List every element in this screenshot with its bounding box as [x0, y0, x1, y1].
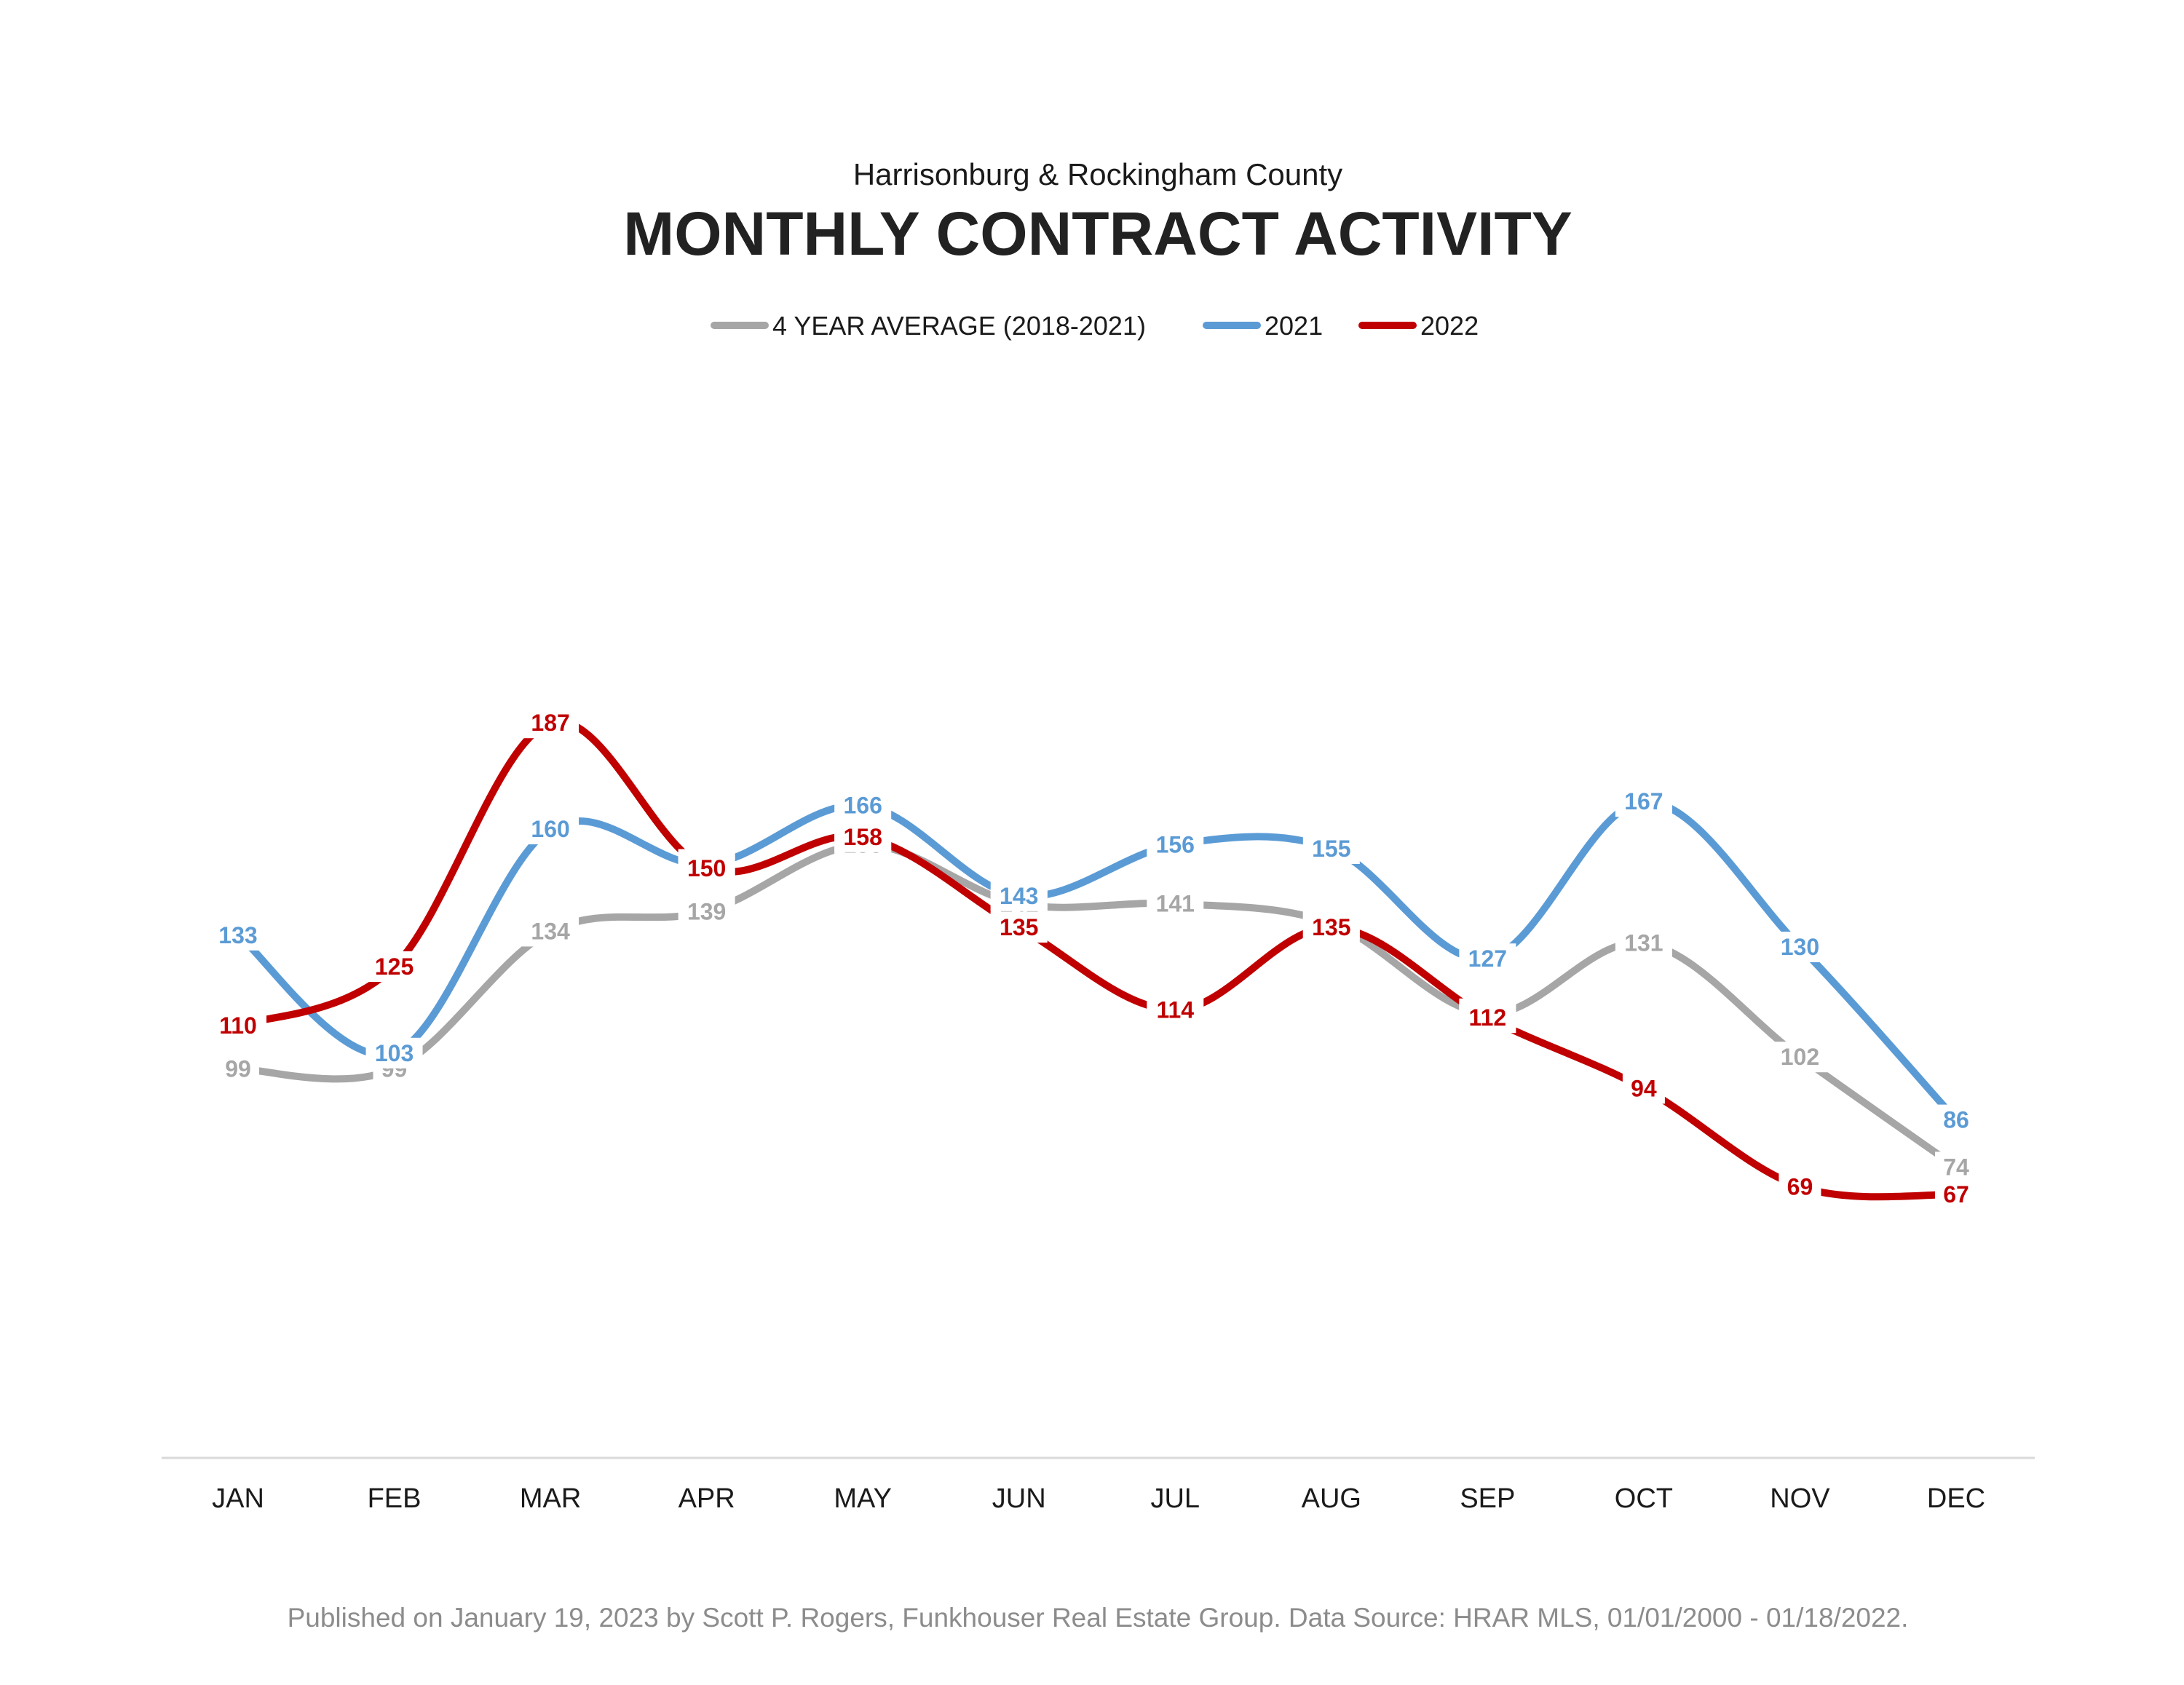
data-label-bg [1147, 829, 1204, 860]
data-label-bg [1935, 1104, 1977, 1135]
data-label-2021-feb: 103 [375, 1040, 414, 1066]
data-label-2021-may: 166 [843, 793, 882, 819]
data-label-2022-aug: 135 [1312, 914, 1350, 940]
data-label-bg [990, 912, 1048, 943]
chart-title: MONTHLY CONTRACT ACTIVITY [623, 199, 1572, 268]
data-label-bg [1302, 912, 1360, 943]
data-label-2021-nov: 130 [1781, 934, 1819, 960]
legend: 4 YEAR AVERAGE (2018-2021) 2021 2022 [711, 311, 1479, 341]
data-label-4-year-average-2018-2021-jan: 99 [225, 1055, 251, 1082]
data-label-2021-mar: 160 [531, 816, 569, 842]
data-label-bg [1615, 786, 1672, 817]
footer-note: Published on January 19, 2023 by Scott P… [288, 1603, 1909, 1633]
data-label-4-year-average-2018-2021-dec: 74 [1943, 1154, 1969, 1180]
data-label-2021-jan: 133 [218, 922, 257, 948]
x-tick-label-nov: NOV [1770, 1483, 1830, 1514]
data-label-bg [1459, 943, 1516, 975]
data-label-bg [1771, 1042, 1829, 1073]
data-label-bg [1147, 888, 1204, 919]
data-label-bg [1302, 833, 1360, 864]
data-label-bg [834, 821, 892, 852]
x-tick-label-jun: JUN [992, 1483, 1046, 1514]
data-label-4-year-average-2018-2021-jul: 141 [1156, 891, 1195, 917]
data-label-2021-jul: 156 [1156, 832, 1195, 858]
data-label-2022-nov: 69 [1787, 1173, 1813, 1200]
data-label-bg [1147, 994, 1204, 1026]
data-label-2022-sep: 112 [1469, 1004, 1507, 1031]
data-label-bg [1459, 1002, 1516, 1034]
data-label-bg [365, 951, 423, 982]
data-label-4-year-average-2018-2021-nov: 102 [1781, 1044, 1819, 1070]
data-label-2021-sep: 127 [1468, 945, 1507, 972]
data-label-bg [1935, 1179, 1977, 1210]
data-label-2021-aug: 155 [1312, 836, 1350, 862]
data-label-2021-jun: 143 [1000, 883, 1038, 909]
x-axis-tick-labels: JAN FEB MAR APR MAY JUN JUL AUG SEP OCT NOV DEC [212, 1483, 1985, 1514]
data-label-bg [1622, 1073, 1665, 1104]
data-label-bg [522, 916, 579, 947]
x-tick-label-oct: OCT [1615, 1483, 1673, 1514]
data-label-bg [1615, 927, 1672, 959]
data-label-bg [522, 707, 579, 739]
data-label-2022-jan: 110 [219, 1012, 257, 1039]
x-tick-label-jan: JAN [212, 1483, 264, 1514]
data-label-bg [1771, 932, 1829, 962]
data-label-2022-feb: 125 [375, 953, 414, 980]
data-label-4-year-average-2018-2021-oct: 131 [1624, 930, 1663, 956]
x-tick-label-sep: SEP [1460, 1483, 1515, 1514]
data-label-bg [1779, 1171, 1821, 1202]
chart-subtitle: Harrisonburg & Rockingham County [853, 157, 1342, 191]
x-tick-label-jul: JUL [1150, 1483, 1200, 1514]
x-tick-label-may: MAY [834, 1483, 892, 1514]
data-label-2022-mar: 187 [531, 710, 569, 736]
x-tick-label-aug: AUG [1302, 1483, 1361, 1514]
x-tick-label-apr: APR [678, 1483, 735, 1514]
legend-label-2022: 2022 [1420, 311, 1479, 341]
x-tick-label-dec: DEC [1927, 1483, 1985, 1514]
data-label-2022-may: 158 [843, 824, 882, 850]
data-label-bg [522, 814, 579, 844]
data-label-bg [210, 919, 266, 951]
data-label-bg [210, 1010, 266, 1041]
data-label-bg [1935, 1151, 1977, 1183]
data-label-2022-apr: 150 [687, 855, 726, 881]
data-label-2022-jul: 114 [1156, 996, 1194, 1023]
legend-label-4-year-average-2018-2021: 4 YEAR AVERAGE (2018-2021) [772, 311, 1146, 341]
data-label-bg [834, 790, 892, 821]
data-label-bg [217, 1053, 259, 1085]
data-label-bg [678, 896, 735, 927]
data-label-2022-jun: 135 [1000, 914, 1038, 940]
data-label-2021-oct: 167 [1624, 788, 1663, 814]
data-label-2022-dec: 67 [1943, 1181, 1969, 1208]
data-label-2021-dec: 86 [1943, 1107, 1969, 1133]
data-label-bg [365, 1037, 423, 1069]
data-label-4-year-average-2018-2021-mar: 134 [531, 918, 570, 944]
data-labels: 9999134139156141141136113131102741331031… [210, 707, 1977, 1210]
x-tick-label-feb: FEB [368, 1483, 422, 1514]
data-label-bg [990, 880, 1048, 911]
data-label-bg [678, 853, 735, 884]
data-label-2022-oct: 94 [1631, 1075, 1657, 1101]
legend-label-2021: 2021 [1265, 311, 1323, 341]
series-line-4-year-average-2018-2021 [234, 841, 1960, 1171]
data-label-4-year-average-2018-2021-apr: 139 [687, 898, 726, 924]
x-tick-label-mar: MAR [520, 1483, 581, 1514]
